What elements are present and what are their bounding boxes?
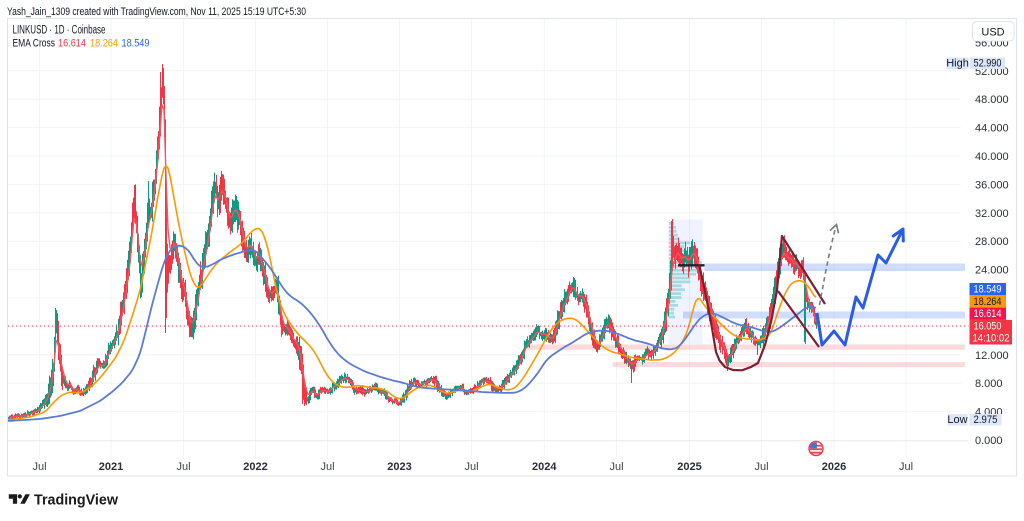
svg-text:USD: USD — [981, 27, 1004, 39]
svg-text:12.000: 12.000 — [975, 350, 1009, 362]
svg-text:LINKUSD · 1D · Coinbase: LINKUSD · 1D · Coinbase — [13, 25, 106, 37]
svg-text:Jul: Jul — [32, 461, 46, 473]
svg-text:Jul: Jul — [176, 461, 190, 473]
svg-text:32.000: 32.000 — [975, 208, 1009, 220]
svg-text:2023: 2023 — [387, 461, 411, 473]
svg-text:14:10:02: 14:10:02 — [973, 333, 1010, 345]
svg-text:48.000: 48.000 — [975, 94, 1009, 106]
svg-text:High: High — [946, 58, 969, 70]
svg-text:2024: 2024 — [532, 461, 557, 473]
svg-text:40.000: 40.000 — [975, 151, 1009, 163]
svg-text:18.549: 18.549 — [122, 38, 150, 50]
svg-text:2026: 2026 — [822, 461, 846, 473]
svg-text:Low: Low — [947, 414, 967, 426]
svg-text:Jul: Jul — [899, 461, 913, 473]
svg-text:EMA Cross: EMA Cross — [13, 38, 56, 50]
svg-text:18.264: 18.264 — [90, 38, 118, 50]
svg-text:8.000: 8.000 — [975, 378, 1003, 390]
svg-text:28.000: 28.000 — [975, 236, 1009, 248]
svg-text:16.614: 16.614 — [974, 308, 1002, 320]
svg-text:18.264: 18.264 — [974, 296, 1002, 308]
svg-text:TradingView: TradingView — [34, 493, 119, 509]
svg-text:0.000: 0.000 — [975, 435, 1003, 447]
svg-text:18.549: 18.549 — [974, 284, 1002, 296]
svg-text:2022: 2022 — [243, 461, 267, 473]
svg-text:44.000: 44.000 — [975, 123, 1009, 135]
svg-text:36.000: 36.000 — [975, 179, 1009, 191]
svg-text:52.990: 52.990 — [974, 58, 1002, 70]
svg-text:Jul: Jul — [464, 461, 478, 473]
svg-text:Jul: Jul — [320, 461, 334, 473]
svg-text:2021: 2021 — [99, 461, 123, 473]
svg-text:24.000: 24.000 — [975, 265, 1009, 277]
svg-text:Jul: Jul — [754, 461, 768, 473]
svg-text:2.975: 2.975 — [974, 414, 998, 426]
svg-text:2025: 2025 — [677, 461, 701, 473]
svg-text:Yash_Jain_1309 created with Tr: Yash_Jain_1309 created with TradingView.… — [7, 6, 306, 18]
svg-text:Jul: Jul — [609, 461, 623, 473]
svg-text:16.050: 16.050 — [974, 321, 1002, 333]
svg-text:16.614: 16.614 — [58, 38, 86, 50]
